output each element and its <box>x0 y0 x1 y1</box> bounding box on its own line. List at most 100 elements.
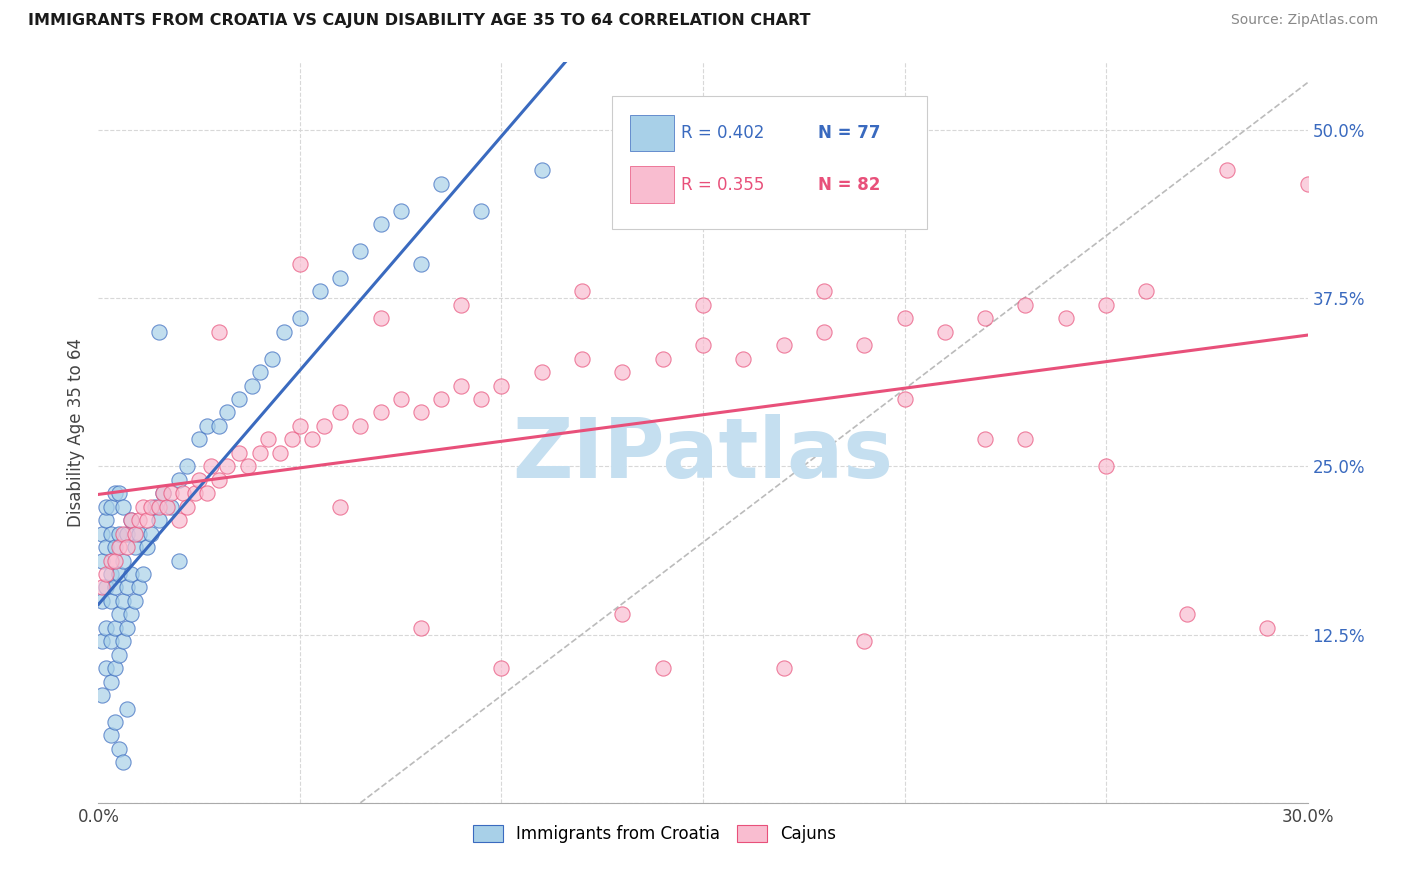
Point <box>1296 177 1319 191</box>
Point <box>128 513 150 527</box>
Point <box>228 446 250 460</box>
Point <box>103 621 125 635</box>
Point <box>530 163 553 178</box>
Point <box>176 459 198 474</box>
Y-axis label: Disability Age 35 to 64: Disability Age 35 to 64 <box>66 338 84 527</box>
Point <box>853 634 876 648</box>
Point <box>139 526 162 541</box>
Point <box>314 418 336 433</box>
Point <box>103 581 125 595</box>
Point <box>772 338 794 352</box>
Point <box>100 566 122 581</box>
Point <box>217 405 239 419</box>
Point <box>450 378 472 392</box>
Point <box>100 553 122 567</box>
Point <box>103 553 125 567</box>
Point <box>470 392 492 406</box>
Point <box>1256 621 1278 635</box>
Point <box>107 540 129 554</box>
Point <box>208 325 231 339</box>
Point <box>96 566 118 581</box>
Point <box>128 526 150 541</box>
Point <box>228 392 250 406</box>
Point <box>208 473 231 487</box>
Point <box>91 526 114 541</box>
Text: ZIPatlas: ZIPatlas <box>513 414 893 495</box>
Point <box>813 285 835 299</box>
Point <box>893 311 915 326</box>
Point <box>491 661 513 675</box>
Point <box>152 486 174 500</box>
Point <box>103 714 125 729</box>
Point <box>195 418 218 433</box>
Point <box>370 217 392 231</box>
Point <box>612 607 634 622</box>
Point <box>139 500 162 514</box>
Point <box>651 661 673 675</box>
Point <box>236 459 259 474</box>
Point <box>288 418 311 433</box>
Point <box>893 392 915 406</box>
Point <box>100 634 122 648</box>
Point <box>249 446 271 460</box>
Point <box>288 257 311 271</box>
Point <box>200 459 222 474</box>
Point <box>107 742 129 756</box>
Point <box>1175 607 1198 622</box>
Point <box>100 594 122 608</box>
Point <box>124 526 146 541</box>
Point <box>115 540 138 554</box>
Text: R = 0.402: R = 0.402 <box>682 124 765 142</box>
Point <box>115 526 138 541</box>
Point <box>96 661 118 675</box>
Point <box>281 433 304 447</box>
Point <box>107 526 129 541</box>
Point <box>301 433 323 447</box>
Point <box>111 526 134 541</box>
Point <box>1135 285 1157 299</box>
Point <box>111 594 134 608</box>
FancyBboxPatch shape <box>630 115 673 151</box>
Point <box>273 325 295 339</box>
Point <box>167 513 190 527</box>
Point <box>934 325 956 339</box>
Point <box>96 500 118 514</box>
Point <box>100 526 122 541</box>
Point <box>132 500 155 514</box>
Point <box>571 285 593 299</box>
Point <box>91 581 114 595</box>
Legend: Immigrants from Croatia, Cajuns: Immigrants from Croatia, Cajuns <box>467 819 844 850</box>
Point <box>167 473 190 487</box>
Point <box>172 486 194 500</box>
Point <box>249 365 271 379</box>
Point <box>124 540 146 554</box>
Point <box>651 351 673 366</box>
Point <box>176 500 198 514</box>
Point <box>100 674 122 689</box>
Point <box>1095 298 1118 312</box>
Point <box>96 540 118 554</box>
Point <box>120 513 142 527</box>
Point <box>329 500 352 514</box>
Point <box>120 566 142 581</box>
Point <box>188 433 211 447</box>
Point <box>288 311 311 326</box>
Point <box>349 244 371 258</box>
Point <box>91 688 114 702</box>
Point <box>135 513 157 527</box>
Point <box>256 433 278 447</box>
Point <box>115 581 138 595</box>
Point <box>530 365 553 379</box>
Point <box>470 203 492 218</box>
Point <box>132 566 155 581</box>
Point <box>124 594 146 608</box>
Point <box>111 634 134 648</box>
Point <box>208 418 231 433</box>
FancyBboxPatch shape <box>613 95 927 229</box>
Point <box>1054 311 1077 326</box>
Point <box>107 566 129 581</box>
FancyBboxPatch shape <box>630 167 673 202</box>
Point <box>1014 298 1036 312</box>
Point <box>91 594 114 608</box>
Point <box>111 756 134 770</box>
